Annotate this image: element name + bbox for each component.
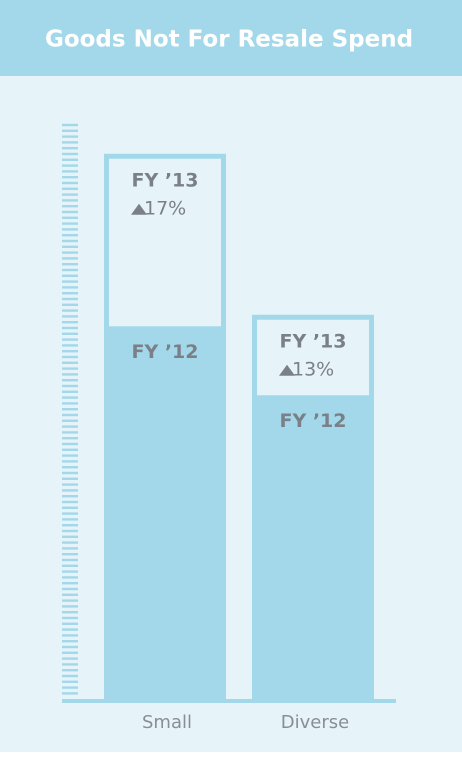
change-label: 17% bbox=[144, 197, 186, 219]
bar-fy12 bbox=[252, 395, 374, 700]
up-triangle bbox=[279, 364, 295, 376]
x-tick-label: Small bbox=[142, 712, 192, 733]
series-label: FY ’12 bbox=[279, 410, 346, 432]
x-tick-label: Diverse bbox=[281, 712, 349, 733]
up-triangle bbox=[131, 203, 147, 215]
series-label: FY ’13 bbox=[131, 169, 198, 191]
series-label: FY ’12 bbox=[131, 341, 198, 363]
bar-fy13 bbox=[104, 153, 226, 703]
header-band bbox=[0, 0, 462, 76]
bar-fy12 bbox=[104, 326, 226, 700]
change-label: 13% bbox=[292, 358, 334, 380]
chart-title: Goods Not For Resale Spend bbox=[45, 27, 413, 53]
series-label: FY ’13 bbox=[279, 330, 346, 352]
bar-fy13 bbox=[252, 314, 374, 703]
